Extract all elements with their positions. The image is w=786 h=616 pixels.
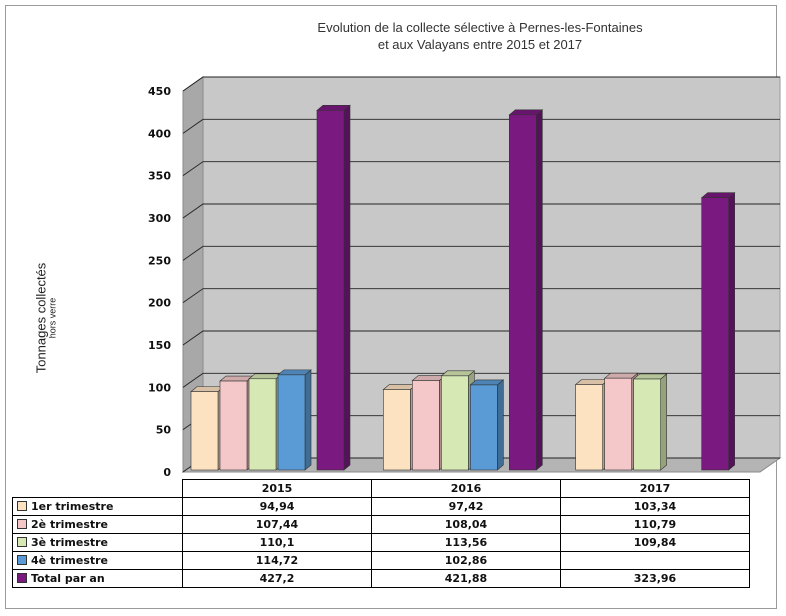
y-tick-label: 0	[163, 466, 171, 479]
bar-top	[574, 379, 610, 385]
table-year-header: 2017	[560, 479, 750, 498]
data-label: 103,34	[560, 497, 750, 516]
data-label: 110,1	[182, 533, 372, 552]
bar	[441, 375, 469, 471]
table-row: 4è trimestre 114,72 102,86	[12, 551, 750, 570]
bar	[248, 378, 277, 471]
y-tick-label: 400	[148, 127, 171, 140]
bar-top	[382, 384, 418, 390]
bar-top	[440, 370, 476, 377]
data-label: 107,44	[182, 515, 372, 534]
chart-title: Evolution de la collecte sélective à Per…	[317, 20, 643, 35]
data-label: 102,86	[371, 551, 561, 570]
y-tick-label: 200	[148, 297, 171, 310]
bar-top	[469, 379, 505, 386]
legend-entry: Total par an	[12, 569, 183, 588]
gridline	[182, 203, 780, 219]
bar-side	[497, 379, 504, 471]
legend-label: 3è trimestre	[31, 536, 109, 549]
bar	[412, 380, 440, 471]
bar-top	[248, 373, 283, 380]
legend-entry: 4è trimestre	[12, 551, 183, 570]
data-label: 97,42	[371, 497, 561, 516]
bar-top	[508, 109, 544, 116]
bar	[470, 384, 498, 471]
legend-label: 1er trimestre	[31, 500, 114, 513]
bar-top	[632, 373, 668, 380]
table-row: 2è trimestre 107,44 108,04 110,79	[12, 515, 750, 534]
bar-top	[316, 105, 351, 111]
y-tick-label: 250	[148, 254, 171, 267]
gridline	[182, 245, 780, 261]
bar	[575, 384, 603, 471]
bar-side	[343, 104, 351, 471]
bar	[219, 380, 248, 471]
gridline	[182, 288, 780, 304]
bar-side	[536, 109, 543, 471]
table-row: Total par an 427,2 421,88 323,96	[12, 569, 750, 588]
chart-subtitle: et aux Valayans entre 2015 et 2017	[377, 37, 583, 52]
gridline	[182, 161, 780, 177]
legend-entry: 1er trimestre	[12, 497, 183, 516]
data-label: 109,84	[560, 533, 750, 552]
bar	[509, 114, 537, 471]
bar	[701, 197, 729, 471]
bar	[383, 389, 411, 471]
legend-label: Total par an	[31, 572, 105, 585]
table-year-header: 2016	[371, 479, 561, 498]
legend-swatch	[17, 555, 27, 565]
bar-top	[603, 372, 639, 379]
y-tick-label: 350	[148, 170, 171, 183]
bar	[316, 110, 345, 471]
data-label: 113,56	[371, 533, 561, 552]
bar-side	[728, 192, 735, 471]
table-header-row: 2015 2016 2017	[13, 479, 750, 498]
bar-top	[411, 375, 447, 381]
data-label: 94,94	[182, 497, 372, 516]
table-corner	[13, 480, 183, 498]
table-year-header: 2015	[182, 479, 372, 498]
gridline	[182, 330, 780, 346]
legend-swatch	[17, 537, 27, 547]
y-tick-label: 450	[148, 85, 171, 98]
table-row: 1er trimestre 94,94 97,42 103,34	[12, 497, 750, 516]
gridline	[182, 76, 780, 92]
table-row: 3è trimestre 110,1 113,56 109,84	[12, 533, 750, 552]
legend-entry: 3è trimestre	[12, 533, 183, 552]
bar-side	[660, 373, 667, 471]
data-label: 323,96	[560, 569, 750, 588]
data-table: 2015 2016 2017 1er trimestre 94,94 97,42 103,3…	[12, 479, 750, 588]
bar	[633, 378, 661, 471]
legend-label: 4è trimestre	[31, 554, 109, 567]
data-label: 427,2	[182, 569, 372, 588]
legend-label: 2è trimestre	[31, 518, 109, 531]
y-tick-label: 300	[148, 212, 171, 225]
data-label: 108,04	[371, 515, 561, 534]
bar	[190, 391, 219, 471]
data-label	[560, 551, 750, 570]
bar-top	[219, 375, 254, 382]
gridline	[182, 372, 780, 388]
bar-side	[304, 369, 312, 471]
legend-swatch	[17, 501, 27, 511]
y-tick-label: 100	[148, 381, 171, 394]
data-label: 110,79	[560, 515, 750, 534]
legend-swatch	[17, 573, 27, 583]
y-tick-label: 150	[148, 339, 171, 352]
bar-top	[277, 369, 312, 376]
bar	[604, 377, 632, 471]
bar-top	[190, 386, 225, 392]
y-tick-label: 50	[156, 424, 172, 437]
data-label: 114,72	[182, 551, 372, 570]
bar-top	[700, 192, 736, 199]
gridline	[182, 118, 780, 134]
legend-entry: 2è trimestre	[12, 515, 183, 534]
data-label: 421,88	[371, 569, 561, 588]
legend-swatch	[17, 519, 27, 529]
bar	[277, 374, 306, 471]
